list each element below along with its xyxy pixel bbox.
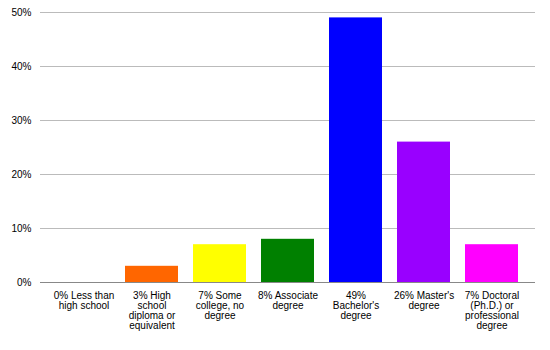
svg-text:20%: 20%	[11, 169, 31, 180]
svg-text:0%: 0%	[17, 277, 32, 288]
svg-text:7% Somecollege, nodegree: 7% Somecollege, nodegree	[196, 290, 245, 321]
svg-text:50%: 50%	[11, 7, 31, 18]
svg-text:3% Highschooldiploma orequival: 3% Highschooldiploma orequivalent	[129, 290, 176, 331]
svg-text:30%: 30%	[11, 115, 31, 126]
svg-text:10%: 10%	[11, 223, 31, 234]
svg-text:40%: 40%	[11, 61, 31, 72]
svg-text:7% Doctoral(Ph.D.) orprofessio: 7% Doctoral(Ph.D.) orprofessionaldegree	[465, 290, 519, 331]
svg-text:26% Master'sdegree: 26% Master'sdegree	[394, 290, 454, 311]
svg-text:0% Less thanhigh school: 0% Less thanhigh school	[54, 290, 115, 311]
svg-text:49%Bachelor'sdegree: 49%Bachelor'sdegree	[333, 290, 379, 321]
svg-text:8% Associatedegree: 8% Associatedegree	[258, 290, 318, 311]
